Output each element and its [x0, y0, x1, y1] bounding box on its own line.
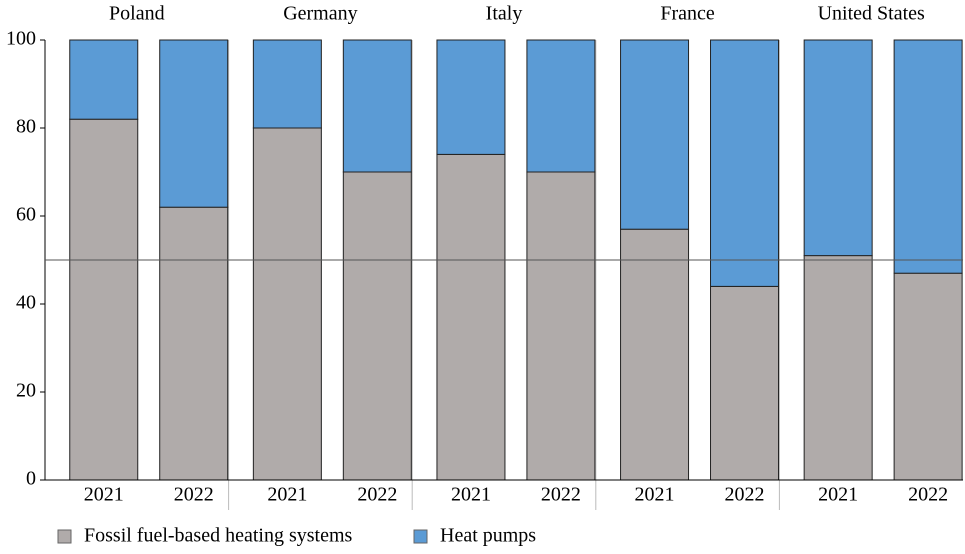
legend-label: Heat pumps [440, 525, 536, 547]
bar-segment [803, 255, 873, 481]
bar-segment [69, 39, 139, 120]
bar-segment [893, 272, 963, 481]
x-tick-label: 2021 [635, 484, 675, 506]
x-tick-label: 2022 [541, 484, 581, 506]
bar-segment [620, 39, 690, 230]
bar-segment [526, 39, 596, 173]
group-label: United States [818, 3, 925, 25]
y-tick-label: 60 [16, 204, 36, 226]
group-label: Poland [109, 3, 165, 25]
legend-swatch [57, 529, 72, 544]
x-tick-label: 2021 [84, 484, 124, 506]
bar-segment [252, 39, 322, 129]
bar-segment [342, 39, 412, 173]
x-tick-label: 2022 [357, 484, 397, 506]
x-tick-label: 2022 [908, 484, 948, 506]
bar-segment [159, 39, 229, 208]
group-label: Italy [486, 3, 523, 25]
x-tick-label: 2022 [725, 484, 765, 506]
bar-segment [159, 206, 229, 481]
legend-swatch [413, 529, 428, 544]
bar-segment [436, 39, 506, 155]
group-label: Germany [283, 3, 357, 25]
x-tick-label: 2021 [451, 484, 491, 506]
y-tick-label: 100 [6, 28, 36, 50]
legend-label: Fossil fuel-based heating systems [84, 525, 353, 547]
bar-segment [252, 127, 322, 481]
x-tick-label: 2021 [267, 484, 307, 506]
bar-segment [620, 228, 690, 481]
y-tick-label: 0 [26, 468, 36, 490]
bar-segment [436, 153, 506, 481]
x-tick-label: 2022 [174, 484, 214, 506]
bar-segment [710, 285, 780, 481]
y-tick-label: 20 [16, 380, 36, 402]
bar-segment [526, 171, 596, 481]
bar-segment [342, 171, 412, 481]
y-tick-label: 40 [16, 292, 36, 314]
bar-segment [803, 39, 873, 257]
bar-segment [893, 39, 963, 274]
bar-segment [710, 39, 780, 287]
group-label: France [660, 3, 715, 25]
x-tick-label: 2021 [818, 484, 858, 506]
y-tick-label: 80 [16, 116, 36, 138]
bar-segment [69, 118, 139, 481]
